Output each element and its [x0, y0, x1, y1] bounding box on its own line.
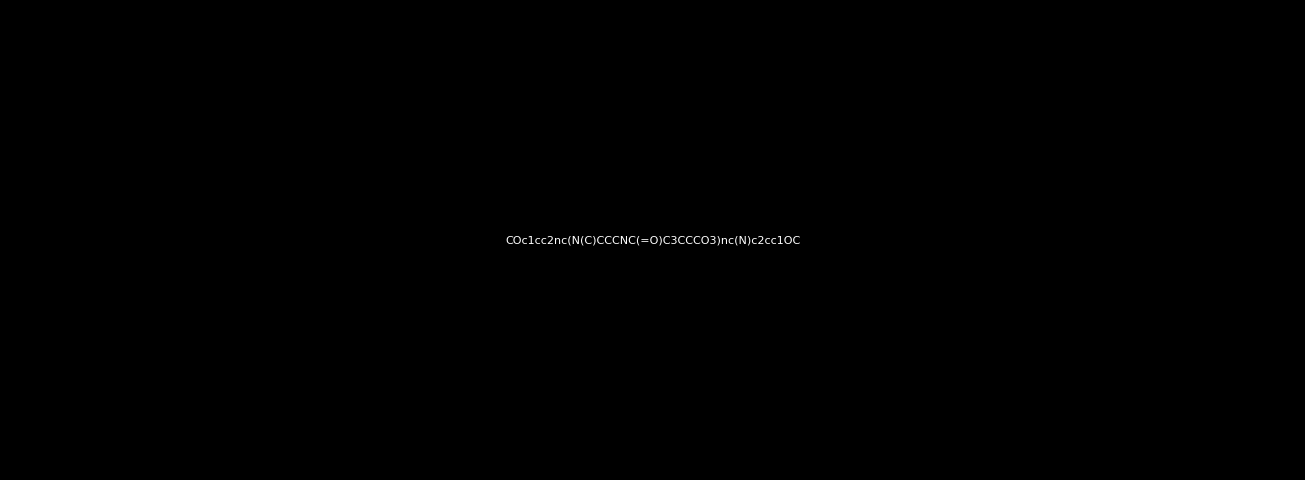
Text: COc1cc2nc(N(C)CCCNC(=O)C3CCCO3)nc(N)c2cc1OC: COc1cc2nc(N(C)CCCNC(=O)C3CCCO3)nc(N)c2cc… [505, 235, 800, 245]
